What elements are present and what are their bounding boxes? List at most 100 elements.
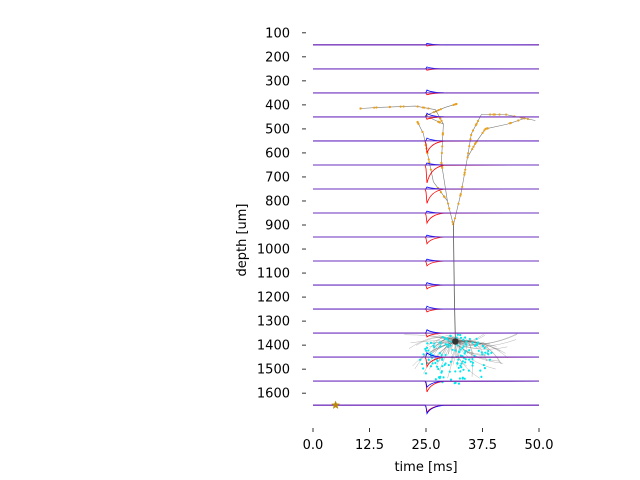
basal-synapse-dot bbox=[461, 360, 464, 363]
apical-synapse-dot bbox=[440, 151, 443, 155]
basal-synapse-dot bbox=[460, 362, 463, 365]
neuron-morphology bbox=[359, 102, 536, 385]
apical-synapse-dot bbox=[526, 117, 530, 121]
basal-synapse-dot bbox=[431, 362, 434, 365]
basal-synapse-dot bbox=[440, 354, 443, 357]
x-tick-label: 0.0 bbox=[303, 438, 324, 453]
apical-synapse-dot bbox=[429, 168, 432, 171]
apical-branch bbox=[360, 105, 454, 226]
basal-synapse-dot bbox=[451, 348, 454, 351]
basal-synapse-dot bbox=[449, 334, 452, 337]
y-axis: 100 200 300 400 500 600 700 800 900 1000 1100 1200 1… bbox=[257, 26, 306, 402]
basal-synapse-dot bbox=[444, 337, 447, 340]
basal-synapse-dot bbox=[468, 349, 471, 352]
apical-synapse-dot bbox=[446, 202, 450, 205]
y-tick-label: 800 bbox=[265, 194, 290, 209]
basal-synapse-dot bbox=[427, 358, 430, 361]
basal-synapse-dot bbox=[434, 378, 437, 381]
basal-synapse-dot bbox=[460, 366, 463, 369]
apical-synapse-dot bbox=[438, 121, 441, 124]
apical-synapse-dot bbox=[375, 106, 378, 109]
basal-synapse-dot bbox=[477, 349, 480, 352]
basal-synapse-dot bbox=[483, 347, 486, 350]
apical-synapse-dot bbox=[469, 138, 472, 141]
apical-synapse-dot bbox=[432, 110, 436, 114]
trace-red bbox=[313, 260, 540, 267]
basal-synapse-dot bbox=[463, 377, 466, 380]
basal-synapse-dot bbox=[480, 375, 483, 378]
trace-red bbox=[313, 140, 540, 154]
x-axis-label: time [ms] bbox=[394, 460, 457, 475]
apical-synapse-dot bbox=[437, 109, 440, 112]
basal-synapse-dot bbox=[456, 333, 459, 336]
apical-synapse-dot bbox=[488, 113, 492, 116]
basal-synapse-dot bbox=[438, 345, 442, 348]
trace-red bbox=[313, 236, 540, 245]
apical-synapse-dot bbox=[457, 202, 460, 205]
basal-synapse-dot bbox=[487, 349, 490, 353]
basal-dendrite bbox=[408, 336, 456, 349]
basal-synapse-dot bbox=[441, 336, 444, 339]
basal-synapse-dot bbox=[459, 333, 462, 337]
apical-synapse-dot bbox=[427, 107, 430, 110]
y-tick-label: 500 bbox=[265, 122, 290, 137]
basal-synapse-dot bbox=[475, 344, 478, 347]
basal-synapse-dot bbox=[471, 364, 474, 367]
apical-synapse-dot bbox=[428, 161, 431, 164]
apical-synapse-dot bbox=[508, 122, 511, 125]
basal-synapse-dot bbox=[464, 336, 467, 339]
apical-synapse-dot bbox=[451, 220, 454, 223]
apical-synapse-dot bbox=[442, 195, 446, 198]
basal-synapse-dot bbox=[464, 361, 467, 364]
apical-synapse-dot bbox=[427, 158, 430, 161]
trace-red bbox=[313, 212, 540, 225]
basal-synapse-dot bbox=[424, 372, 428, 375]
basal-synapse-dot bbox=[454, 349, 457, 352]
basal-synapse-dot bbox=[449, 344, 452, 347]
basal-synapse-dot bbox=[434, 361, 437, 365]
y-tick-label: 1000 bbox=[257, 243, 290, 258]
basal-synapse-dot bbox=[471, 357, 474, 361]
basal-synapse-dot bbox=[456, 362, 459, 365]
basal-synapse-dot bbox=[461, 376, 464, 379]
trace-red bbox=[313, 188, 540, 204]
y-tick-label: 400 bbox=[265, 98, 290, 113]
apical-synapse-dot bbox=[492, 113, 495, 116]
apical-synapse-dot bbox=[416, 121, 419, 124]
basal-synapse-dot bbox=[438, 351, 442, 355]
basal-synapse-dot bbox=[429, 352, 432, 355]
apical-synapse-dot bbox=[484, 127, 487, 130]
trace-blue bbox=[313, 404, 540, 415]
trace-blue bbox=[313, 112, 540, 118]
apical-branch bbox=[424, 103, 458, 125]
basal-synapse-dot bbox=[484, 351, 487, 354]
basal-synapse-dot bbox=[449, 378, 453, 381]
basal-synapse-dot bbox=[459, 348, 462, 351]
basal-synapse-dot bbox=[481, 353, 484, 356]
basal-synapse-dot bbox=[464, 358, 467, 361]
basal-synapse-dot bbox=[456, 344, 459, 347]
basal-synapse-dot bbox=[447, 339, 450, 342]
basal-synapse-dot bbox=[465, 340, 468, 343]
stimulus-star-icon bbox=[331, 400, 340, 409]
basal-synapse-dot bbox=[462, 345, 465, 348]
y-tick-label: 1600 bbox=[257, 387, 290, 402]
basal-synapse-dot bbox=[490, 351, 493, 355]
x-tick-label: 37.5 bbox=[468, 438, 497, 453]
basal-synapse-dot bbox=[426, 361, 429, 365]
x-tick-label: 12.5 bbox=[355, 438, 384, 453]
basal-synapse-dot bbox=[427, 349, 430, 352]
basal-synapse-dot bbox=[448, 370, 451, 373]
x-axis: 0.0 12.5 25.0 37.5 50.0 bbox=[303, 428, 553, 453]
basal-synapse-dot bbox=[483, 367, 487, 370]
apical-trunk bbox=[452, 225, 456, 342]
y-tick-label: 1500 bbox=[257, 363, 290, 378]
stimulus-marker-layer bbox=[331, 400, 340, 409]
apical-synapse-dot bbox=[468, 145, 471, 148]
basal-synapse-dot bbox=[439, 375, 442, 378]
basal-synapse-dot bbox=[468, 358, 471, 361]
basal-synapse-dot bbox=[464, 350, 467, 353]
basal-synapse-dot bbox=[481, 344, 485, 348]
basal-dendrite bbox=[455, 334, 518, 345]
basal-synapse-dot bbox=[440, 370, 443, 373]
